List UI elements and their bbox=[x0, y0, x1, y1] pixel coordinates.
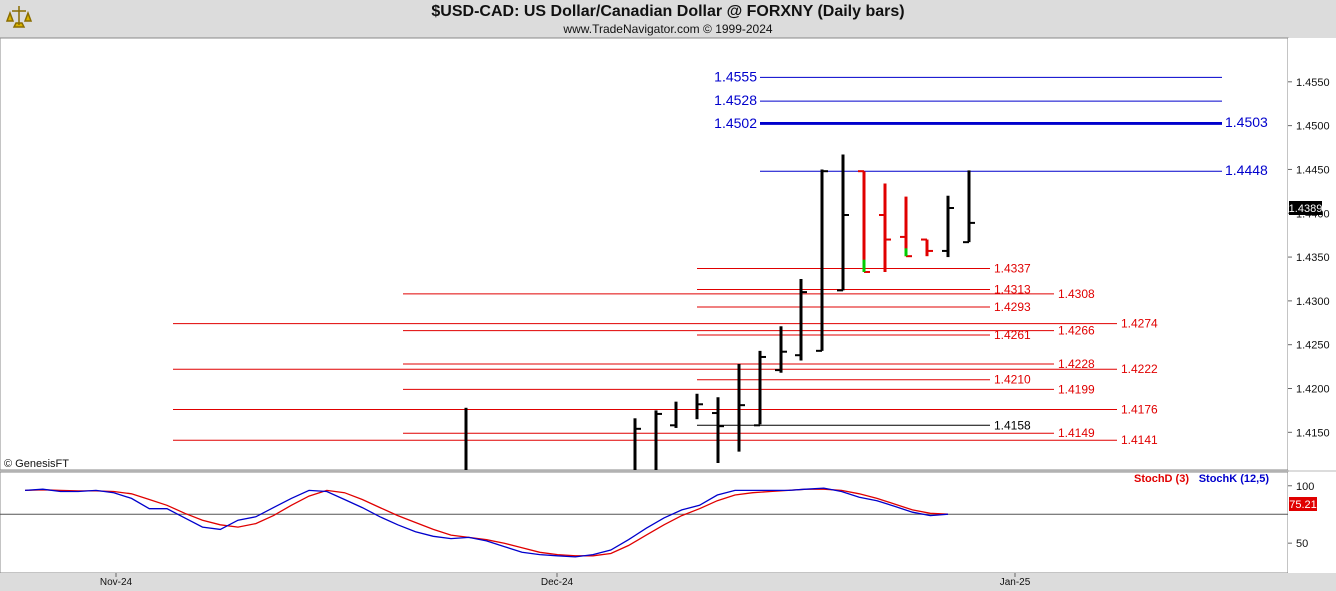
price-level-label: 1.4149 bbox=[1058, 426, 1095, 440]
price-level-label: 1.4261 bbox=[994, 328, 1031, 342]
legend-stochd: StochD (3) bbox=[1134, 473, 1189, 485]
legend-stochk: StochK (12,5) bbox=[1199, 473, 1270, 485]
chart-subtitle: www.TradeNavigator.com © 1999-2024 bbox=[563, 22, 773, 36]
price-level-label: 1.4448 bbox=[1225, 162, 1268, 178]
price-level-label: 1.4274 bbox=[1121, 317, 1158, 331]
price-level-label: 1.4337 bbox=[994, 261, 1031, 275]
genesis-logo-icon bbox=[5, 6, 33, 28]
price-tick-label: 1.4200 bbox=[1296, 384, 1330, 396]
price-level-label: 1.4313 bbox=[994, 282, 1031, 296]
stoch-tick-label: 50 bbox=[1296, 538, 1308, 550]
price-tick-label: 1.4150 bbox=[1296, 427, 1330, 439]
time-tick-label: Jan-25 bbox=[1000, 577, 1031, 588]
price-level-label: 1.4228 bbox=[1058, 357, 1095, 371]
price-level-label: 1.4528 bbox=[714, 92, 757, 108]
price-level-label: 1.4222 bbox=[1121, 362, 1158, 376]
last-price-label: 1.4389 bbox=[1289, 203, 1323, 215]
time-axis: Nov-24 Dec-24 Jan-25 bbox=[100, 573, 1031, 588]
time-tick-label: Dec-24 bbox=[541, 577, 574, 588]
indicator-axis-panel bbox=[1288, 472, 1336, 573]
price-level-label: 1.4199 bbox=[1058, 382, 1095, 396]
price-level-label: 1.4141 bbox=[1121, 433, 1158, 447]
stoch-series-line bbox=[24, 487, 949, 558]
stoch-last-value-tag bbox=[1289, 497, 1317, 511]
price-level-label: 1.4293 bbox=[994, 300, 1031, 314]
stoch-layer bbox=[0, 487, 1288, 558]
price-level-label: 1.4158 bbox=[994, 418, 1031, 432]
price-level-label: 1.4176 bbox=[1121, 403, 1158, 417]
price-level-label: 1.4502 bbox=[714, 115, 757, 131]
copyright-label: © GenesisFT bbox=[4, 458, 69, 470]
stoch-last-value-label: 75.21 bbox=[1289, 499, 1317, 511]
time-axis-panel bbox=[0, 573, 1336, 591]
price-panel bbox=[0, 37, 1289, 471]
price-tick-label: 1.4500 bbox=[1296, 121, 1330, 133]
price-tick-label: 1.4350 bbox=[1296, 252, 1330, 264]
price-level-label: 1.4555 bbox=[714, 68, 757, 84]
chart-header: $USD-CAD: US Dollar/Canadian Dollar @ FO… bbox=[0, 0, 1336, 38]
stoch-tick-label: 100 bbox=[1296, 481, 1314, 493]
price-level-label: 1.4266 bbox=[1058, 324, 1095, 338]
price-tick-label: 1.4450 bbox=[1296, 164, 1330, 176]
price-level-label: 1.4503 bbox=[1225, 114, 1268, 130]
chart-title: $USD-CAD: US Dollar/Canadian Dollar @ FO… bbox=[431, 3, 905, 20]
levels-layer: 1.4555 1.4528 1.4502 1.4503 1.4448 1.4337 1.43… bbox=[173, 68, 1268, 447]
last-price-tag bbox=[1289, 201, 1322, 215]
price-axis-panel bbox=[1288, 38, 1336, 470]
stoch-axis: 50 100 bbox=[1288, 481, 1314, 550]
bars-layer bbox=[464, 154, 975, 470]
price-axis: 1.41501.42001.42501.43001.43501.44001.44… bbox=[1288, 77, 1330, 439]
price-level-label: 1.4210 bbox=[994, 373, 1031, 387]
price-tick-label: 1.4300 bbox=[1296, 296, 1330, 308]
price-tick-label: 1.4250 bbox=[1296, 340, 1330, 352]
price-tick-label: 1.4550 bbox=[1296, 77, 1330, 89]
time-tick-label: Nov-24 bbox=[100, 577, 133, 588]
price-level-label: 1.4308 bbox=[1058, 287, 1095, 301]
